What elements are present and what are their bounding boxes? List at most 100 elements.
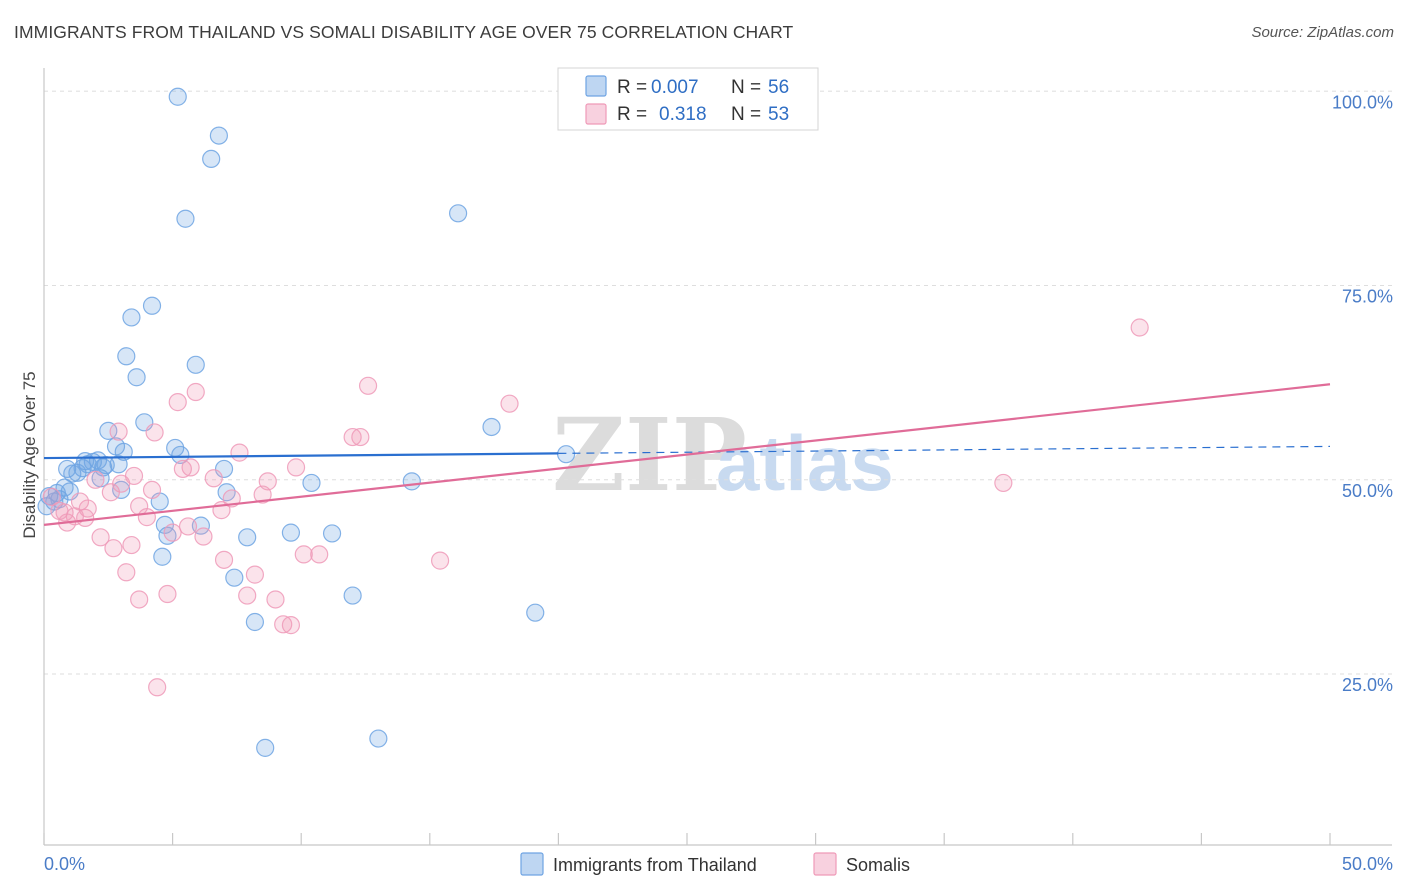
trend-layer	[43, 383, 1331, 526]
data-point-somalis	[178, 517, 198, 536]
data-point-thailand	[209, 126, 228, 145]
data-point-somalis	[158, 584, 177, 604]
data-point-thailand	[117, 347, 136, 366]
data-point-thailand	[122, 308, 141, 327]
legend-swatch-somalis	[585, 103, 607, 125]
trend-line-somalis	[43, 383, 1331, 526]
data-point-thailand	[557, 445, 576, 464]
data-point-thailand	[322, 524, 342, 543]
data-point-thailand	[158, 526, 177, 545]
data-point-thailand	[281, 523, 301, 542]
chart-source: Source: ZipAtlas.com	[1251, 24, 1394, 41]
data-point-somalis	[230, 443, 249, 462]
data-point-somalis	[343, 427, 362, 447]
data-point-thailand	[168, 87, 187, 106]
data-point-thailand	[142, 296, 162, 315]
y-tick-label: 100.0%	[1332, 92, 1393, 112]
legend-r-label-thailand: R =	[617, 77, 647, 98]
data-point-thailand	[402, 472, 421, 491]
data-point-thailand	[191, 516, 210, 535]
trend-line-thailand-extrapolated	[558, 445, 1331, 454]
axis-layer	[43, 68, 1392, 846]
trend-line-thailand	[43, 452, 559, 460]
data-point-somalis	[55, 503, 74, 522]
data-point-somalis	[130, 590, 149, 609]
legend-n-value-somalis: 53	[768, 104, 789, 125]
data-point-somalis	[130, 497, 149, 516]
data-point-somalis	[214, 550, 234, 569]
data-point-somalis	[358, 376, 378, 395]
data-point-thailand	[302, 473, 321, 493]
data-point-somalis	[1130, 318, 1149, 337]
data-point-thailand	[343, 586, 362, 605]
data-point-thailand	[202, 149, 221, 169]
data-point-thailand	[225, 568, 244, 587]
data-point-somalis	[117, 563, 136, 582]
data-point-thailand	[256, 738, 275, 757]
chart-title: IMMIGRANTS FROM THAILAND VS SOMALI DISAB…	[14, 22, 794, 42]
data-point-somalis	[274, 615, 293, 634]
data-point-somalis	[42, 487, 61, 507]
data-point-somalis	[145, 423, 164, 442]
data-point-somalis	[286, 458, 306, 477]
x-tick-label-max: 50.0%	[1342, 854, 1393, 874]
data-point-thailand	[155, 515, 174, 534]
legend-n-label-somalis: N =	[731, 104, 761, 125]
data-point-thailand	[114, 442, 133, 461]
data-point-somalis	[122, 535, 141, 555]
data-point-thailand	[245, 612, 265, 632]
data-point-somalis	[351, 427, 370, 447]
data-point-somalis	[142, 480, 162, 500]
data-point-somalis	[91, 528, 110, 547]
data-point-somalis	[245, 565, 265, 584]
data-point-somalis	[281, 616, 301, 635]
legend-n-value-thailand: 56	[768, 77, 789, 98]
data-point-somalis	[86, 470, 105, 489]
watermark-atlas: atlas	[716, 419, 894, 507]
legend-r-value-thailand: 0.007	[651, 77, 699, 98]
bottom-legend-label-somalis: Somalis	[846, 855, 910, 875]
data-point-thailand	[482, 417, 501, 437]
stats-legend: R = 0.007 N = 56 R = 0.318 N = 53	[557, 67, 819, 131]
data-point-somalis	[222, 489, 241, 508]
data-point-thailand	[186, 355, 205, 374]
data-point-somalis	[500, 394, 519, 413]
bottom-legend-label-thailand: Immigrants from Thailand	[553, 855, 757, 875]
y-tick-label: 50.0%	[1342, 481, 1393, 501]
legend-r-label-somalis: R =	[617, 104, 647, 125]
data-point-somalis	[994, 473, 1013, 493]
data-point-somalis	[173, 459, 192, 479]
y-tick-label: 75.0%	[1342, 287, 1393, 307]
data-point-somalis	[163, 523, 182, 542]
data-point-thailand	[176, 209, 195, 228]
series-legend: Immigrants from Thailand Somalis	[520, 852, 910, 876]
data-point-somalis	[104, 539, 123, 558]
watermark: ZIP atlas	[552, 396, 894, 514]
data-point-somalis	[294, 545, 313, 564]
legend-n-label-thailand: N =	[731, 77, 761, 98]
data-point-somalis	[124, 466, 144, 486]
x-tick-label-min: 0.0%	[44, 854, 85, 874]
data-point-somalis	[109, 422, 128, 441]
stats-legend-box	[557, 67, 819, 131]
y-axis-label: Disability Age Over 75	[20, 371, 39, 538]
data-point-thailand	[127, 368, 146, 387]
data-point-somalis	[181, 458, 200, 477]
data-point-thailand	[153, 547, 172, 566]
data-point-thailand	[214, 459, 234, 479]
legend-r-value-somalis: 0.318	[659, 104, 707, 125]
data-point-thailand	[526, 603, 545, 622]
data-point-somalis	[238, 586, 257, 605]
data-point-somalis	[186, 382, 205, 402]
data-point-thailand	[369, 729, 388, 748]
data-point-somalis	[148, 678, 167, 697]
data-point-somalis	[70, 492, 90, 511]
bottom-legend-swatch-somalis	[813, 852, 837, 876]
data-point-somalis	[258, 472, 277, 491]
legend-swatch-thailand	[585, 75, 607, 97]
data-point-thailand	[63, 464, 82, 483]
bottom-legend-swatch-thailand	[520, 852, 544, 876]
data-point-somalis	[204, 469, 223, 488]
points-layer	[37, 87, 1149, 757]
data-point-thailand	[448, 204, 468, 223]
